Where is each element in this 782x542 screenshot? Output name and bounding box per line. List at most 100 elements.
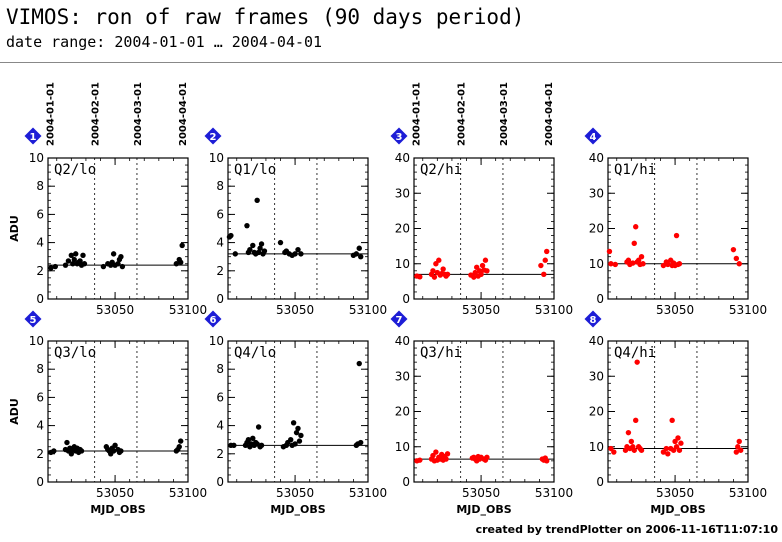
panel-label: Q3/lo — [54, 345, 96, 361]
y-tick-label: 40 — [589, 151, 604, 165]
data-point — [443, 456, 449, 462]
date-range-subtitle: date range: 2004-01-01 … 2004-04-01 — [6, 33, 323, 51]
x-tick-label: 53100 — [729, 303, 767, 317]
data-point — [179, 242, 185, 249]
data-point — [638, 254, 645, 260]
y-tick-label: 4 — [216, 419, 224, 433]
data-point — [608, 261, 614, 267]
data-point — [231, 442, 237, 449]
data-point — [663, 445, 670, 452]
data-point — [258, 442, 265, 449]
data-point — [673, 232, 680, 239]
data-point — [115, 261, 121, 267]
panel-1: 0 2 4 6 8 10 53050 53100 Q2/lo 1 ADU 2004-01-01 2004… — [8, 82, 207, 317]
data-point — [277, 239, 284, 246]
y-tick-label: 10 — [29, 334, 44, 348]
data-point — [70, 261, 76, 267]
data-point — [733, 449, 740, 455]
y-tick-label: 10 — [589, 257, 604, 271]
data-point — [541, 271, 547, 278]
top-date-label: 2004-04-01 — [544, 82, 555, 146]
data-point — [52, 263, 58, 270]
data-point — [631, 447, 637, 453]
panel-label: Q4/hi — [614, 345, 656, 361]
panel-badge-icon — [390, 127, 408, 145]
data-point — [665, 261, 671, 268]
data-point — [634, 359, 640, 365]
y-tick-label: 10 — [209, 334, 224, 348]
y-tick-label: 2 — [216, 447, 224, 461]
panel-badge-number: 7 — [396, 315, 403, 326]
data-point — [255, 249, 262, 256]
x-tick-label: 53050 — [276, 486, 314, 500]
top-date-label: 2004-02-01 — [457, 82, 468, 146]
y-tick-label: 10 — [29, 151, 44, 165]
panel-badge-number: 4 — [590, 132, 597, 143]
x-axis-title: MJD_OBS — [270, 503, 325, 516]
panel-2: 0 2 4 6 8 10 53050 53100 Q1/lo 2 — [204, 127, 387, 317]
x-tick-label: 53100 — [729, 486, 767, 500]
y-tick-label: 0 — [36, 475, 44, 489]
top-date-label: 2004-02-01 — [91, 82, 102, 146]
data-point — [676, 447, 683, 453]
data-point — [68, 252, 75, 258]
data-point — [77, 258, 83, 264]
data-point — [444, 451, 451, 457]
data-point — [444, 271, 451, 278]
y-tick-label: 0 — [36, 292, 44, 306]
panel-3: 0 10 20 30 40 53050 53100 Q2/hi 3 2004-01-01 2004-… — [390, 82, 573, 317]
panel-4: 0 10 20 30 40 53050 53100 Q1/hi 4 — [584, 127, 767, 317]
y-tick-label: 20 — [395, 222, 410, 236]
data-point — [356, 245, 362, 251]
panel-label: Q3/hi — [420, 345, 462, 361]
panel-8: 0 10 20 30 40 53050 53100 Q4/hi 8 MJD_OBS — [584, 310, 767, 516]
y-tick-label: 4 — [36, 236, 44, 250]
y-tick-label: 30 — [589, 369, 604, 383]
panel-badge-number: 1 — [30, 132, 37, 143]
y-tick-label: 20 — [589, 405, 604, 419]
data-point — [298, 251, 304, 257]
panel-badge-number: 2 — [210, 132, 217, 143]
x-tick-label: 53100 — [535, 486, 573, 500]
data-point — [484, 268, 490, 274]
data-point — [471, 274, 477, 280]
y-tick-label: 20 — [589, 222, 604, 236]
y-tick-label: 6 — [36, 207, 44, 221]
data-point — [173, 261, 180, 267]
header-divider — [0, 62, 782, 63]
data-point — [733, 255, 740, 262]
data-point — [228, 232, 234, 239]
data-point — [625, 257, 632, 263]
data-point — [112, 442, 118, 449]
x-tick-label: 53100 — [535, 303, 573, 317]
y-tick-label: 40 — [589, 334, 604, 348]
y-tick-label: 10 — [589, 440, 604, 454]
data-point — [479, 262, 486, 269]
data-point — [430, 268, 436, 274]
data-point — [358, 439, 364, 446]
top-date-label: 2004-03-01 — [499, 82, 510, 146]
data-point — [640, 261, 646, 267]
y-tick-label: 30 — [589, 186, 604, 200]
panel-label: Q1/hi — [614, 162, 656, 178]
y-tick-label: 0 — [402, 475, 410, 489]
data-point — [295, 246, 301, 253]
data-point — [638, 447, 645, 453]
data-point — [78, 448, 85, 454]
data-point — [261, 248, 268, 254]
data-point — [178, 259, 184, 266]
data-point — [65, 258, 72, 264]
data-point — [255, 424, 262, 430]
panel-frame — [47, 157, 189, 300]
data-point — [417, 274, 423, 280]
x-axis-title: MJD_OBS — [90, 503, 145, 516]
data-point — [118, 254, 124, 260]
y-tick-label: 40 — [395, 334, 410, 348]
data-point — [542, 257, 548, 263]
y-tick-label: 0 — [596, 292, 604, 306]
x-tick-label: 53050 — [462, 303, 500, 317]
data-point — [257, 245, 263, 251]
data-point — [244, 222, 250, 229]
panel-frame — [227, 340, 369, 483]
y-tick-label: 0 — [402, 292, 410, 306]
